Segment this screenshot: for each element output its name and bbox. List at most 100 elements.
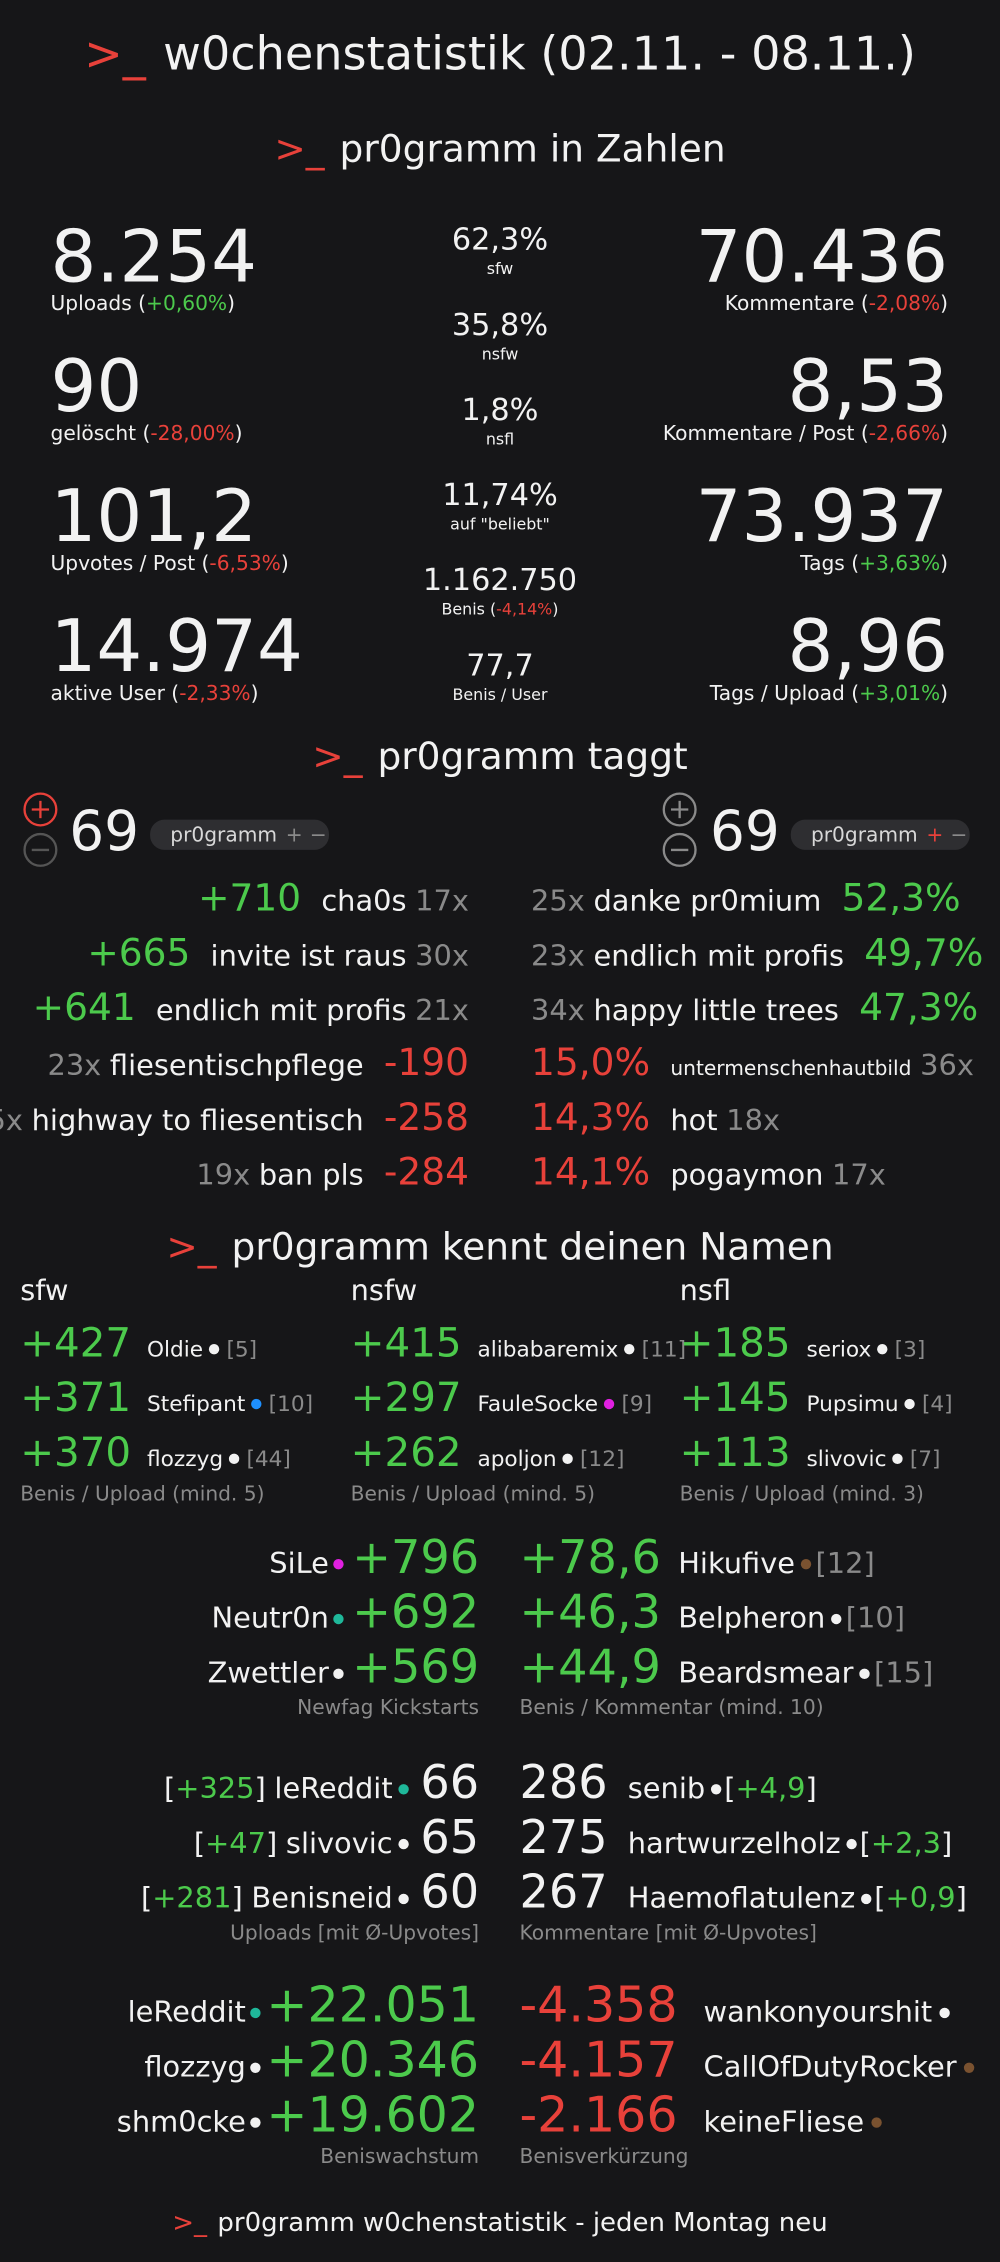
bracket: [ xyxy=(874,1881,885,1915)
prompt: >_ xyxy=(172,2208,208,2238)
bracket: ] xyxy=(255,1771,266,1805)
bracket: ] xyxy=(956,1881,967,1915)
user-score: +22.051 xyxy=(266,1976,479,2034)
status-dot xyxy=(710,1784,722,1795)
status-dot xyxy=(250,2062,261,2073)
section-title: pr0gramm taggt xyxy=(377,734,687,778)
tag-count: 15x xyxy=(0,1103,23,1137)
stat-label: aktive User ( xyxy=(51,681,180,705)
tag-pill xyxy=(150,819,330,850)
avg-upvotes: +281 xyxy=(152,1881,231,1915)
tag-count: 23x xyxy=(531,938,585,972)
status-dot xyxy=(250,2117,261,2128)
status-dot xyxy=(800,1558,812,1570)
tag-name: happy little trees xyxy=(593,993,838,1027)
minus-circle xyxy=(23,832,58,867)
tag-name: cha0s xyxy=(321,884,406,918)
stat-label: ) xyxy=(235,421,243,445)
pill-plus: + xyxy=(286,822,303,846)
stat-value: 101,2 xyxy=(51,475,257,559)
stat-value: 8,96 xyxy=(787,605,948,689)
tag-score: +641 xyxy=(33,985,136,1029)
column-title: nsfl xyxy=(680,1273,731,1307)
tag-count: 23x xyxy=(47,1048,101,1082)
user-rank: [10] xyxy=(269,1392,313,1417)
stat-value: 77,7 xyxy=(466,648,533,683)
user-name: leReddit xyxy=(128,1995,246,2029)
bracket: ] xyxy=(231,1881,242,1915)
stat-label: ) xyxy=(251,681,259,705)
status-dot xyxy=(333,1613,344,1625)
user-name: Pupsimu xyxy=(806,1392,898,1417)
user-count: 267 xyxy=(519,1865,607,1919)
tag-score: -190 xyxy=(384,1040,469,1084)
pill-label: pr0gramm xyxy=(811,822,918,846)
tag-count: 34x xyxy=(531,993,585,1027)
user-score: +185 xyxy=(680,1318,791,1366)
column-title: sfw xyxy=(20,1273,68,1307)
user-score: +44,9 xyxy=(519,1640,660,1694)
tag-score: 49,7% xyxy=(864,930,983,974)
user-score: -4.358 xyxy=(519,1976,677,2034)
section-title: pr0gramm kennt deinen Namen xyxy=(232,1225,834,1269)
pill-minus: − xyxy=(951,822,968,846)
avg-upvotes: +2,3 xyxy=(871,1826,941,1860)
stat-value: 14.974 xyxy=(51,605,303,689)
user-score: -4.157 xyxy=(519,2030,677,2088)
user-rank: [4] xyxy=(922,1392,953,1417)
tag-pill xyxy=(790,819,970,850)
status-dot xyxy=(846,1838,857,1850)
tag-name: highway to fliesentisch xyxy=(32,1103,364,1137)
bracket: ] xyxy=(266,1826,277,1860)
tag-count: 21x xyxy=(415,993,469,1027)
status-dot xyxy=(228,1453,240,1465)
tag-score: 14,1% xyxy=(531,1150,650,1194)
stat-value: 90 xyxy=(51,345,143,429)
tag-count: 69 xyxy=(69,799,139,863)
user-name: Neutr0n xyxy=(212,1601,329,1635)
user-rank: [44] xyxy=(246,1447,290,1472)
plus-circle xyxy=(23,792,58,827)
tag-name: endlich mit profis xyxy=(593,938,844,972)
bracket: [ xyxy=(194,1826,205,1860)
stat-label: Tags / Upload ( xyxy=(709,681,859,705)
status-dot xyxy=(603,1398,615,1410)
stat-value: 1,8% xyxy=(462,393,539,428)
user-name: shm0cke xyxy=(117,2104,246,2138)
tag-score: -258 xyxy=(384,1095,469,1139)
status-dot xyxy=(251,1398,262,1410)
stat-label: auf "beliebt" xyxy=(450,515,550,534)
stat-label: Kommentare ( xyxy=(725,291,869,315)
user-name: flozzyg xyxy=(144,2049,245,2083)
stat-label: ) xyxy=(940,551,948,575)
user-score: +145 xyxy=(680,1373,791,1421)
stat-change: -6,53% xyxy=(209,551,280,575)
column-note: Benis / Upload (mind. 5) xyxy=(20,1482,264,1506)
user-score: +262 xyxy=(351,1428,462,1476)
stat-label: nsfw xyxy=(482,344,519,363)
status-dot xyxy=(333,1668,344,1680)
user-score: +113 xyxy=(680,1428,791,1476)
user-name: Haemoflatulenz xyxy=(628,1881,855,1915)
user-rank: [12] xyxy=(816,1546,875,1580)
bracket: [ xyxy=(724,1771,735,1805)
tag-count: 17x xyxy=(832,1158,886,1192)
user-score: +371 xyxy=(20,1373,131,1421)
user-name: leReddit xyxy=(274,1771,392,1805)
column-note: Benis / Upload (mind. 5) xyxy=(351,1482,595,1506)
status-dot xyxy=(871,2117,882,2128)
tag-count: 17x xyxy=(415,884,469,918)
column-note: Benis / Upload (mind. 3) xyxy=(680,1482,924,1506)
tag-score: -284 xyxy=(384,1150,469,1194)
stat-value: 8.254 xyxy=(51,215,257,299)
user-rank: [7] xyxy=(910,1447,941,1472)
user-score: +796 xyxy=(352,1530,479,1584)
tag-score: 47,3% xyxy=(859,985,978,1029)
page-title: w0chenstatistik (02.11. - 08.11.) xyxy=(163,26,916,80)
user-count: 286 xyxy=(519,1755,607,1809)
block-note: Newfag Kickstarts xyxy=(297,1695,479,1719)
tag-count: 36x xyxy=(920,1048,974,1082)
user-rank: [11] xyxy=(642,1337,686,1362)
